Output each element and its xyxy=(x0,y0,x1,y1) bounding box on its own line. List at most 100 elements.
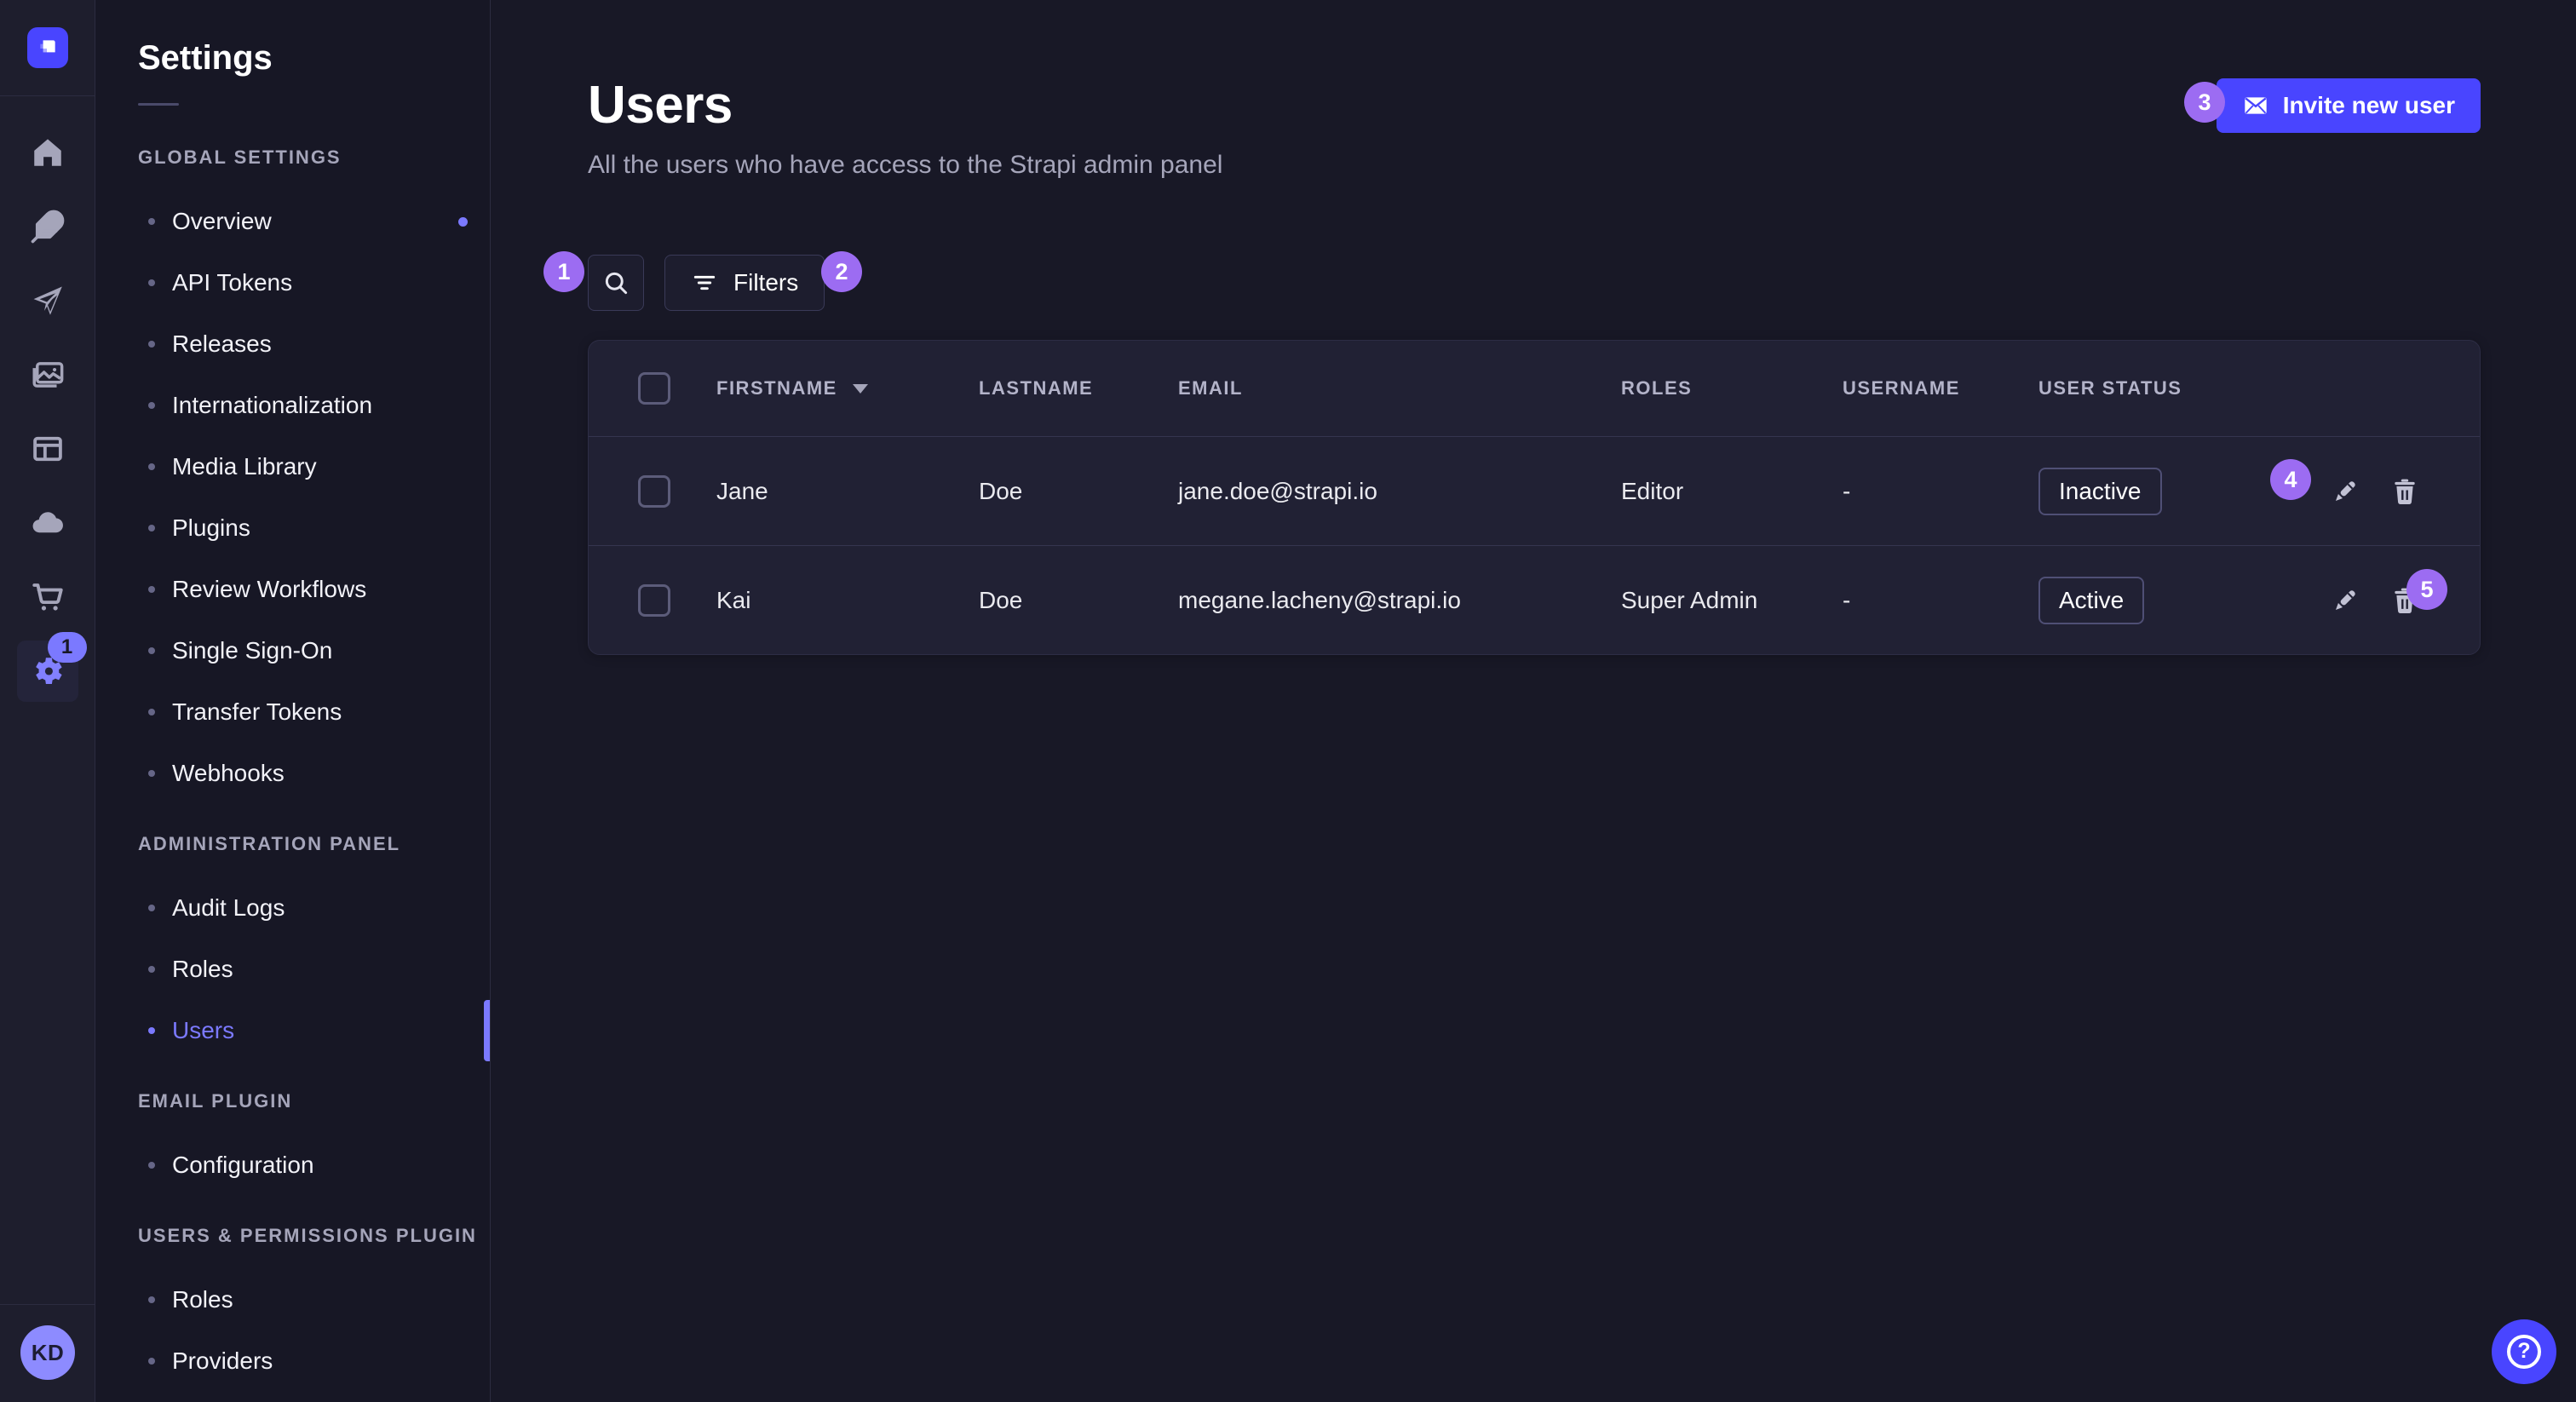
cell-email: megane.lacheny@strapi.io xyxy=(1178,586,1461,613)
search-button[interactable] xyxy=(588,255,644,311)
cell-roles: Editor xyxy=(1621,477,1684,504)
subnav-item-label: Providers xyxy=(172,1347,273,1374)
subnav-item-audit-logs[interactable]: Audit Logs xyxy=(95,877,490,939)
rail-bottom-divider xyxy=(0,1304,95,1305)
column-header-label: USERNAME xyxy=(1843,377,1960,399)
select-all-checkbox[interactable] xyxy=(638,372,670,405)
subnav-item-media-library[interactable]: Media Library xyxy=(95,436,490,497)
subnav-item-label: Roles xyxy=(172,1286,233,1313)
column-header-username[interactable]: USERNAME xyxy=(1843,377,2038,399)
subnav-item-label: Transfer Tokens xyxy=(172,698,342,725)
subnav-item-single-sign-on[interactable]: Single Sign-On xyxy=(95,620,490,681)
edit-user-button[interactable] xyxy=(2330,585,2360,616)
annotation-badge-4: 4 xyxy=(2270,459,2311,500)
status-badge: Inactive xyxy=(2038,467,2162,515)
annotation-badge-1: 1 xyxy=(543,251,584,292)
cell-email: jane.doe@strapi.io xyxy=(1178,477,1377,504)
subnav-item-label: Media Library xyxy=(172,453,317,480)
column-header-label: EMAIL xyxy=(1178,377,1243,399)
rail-item-settings[interactable]: 1 xyxy=(16,631,87,708)
subnav-title-divider xyxy=(138,103,179,106)
subnav-item-admin-roles[interactable]: Roles xyxy=(95,939,490,1000)
bullet-icon xyxy=(148,1027,155,1034)
strapi-logo[interactable] xyxy=(26,27,68,68)
subnav-item-users[interactable]: Users xyxy=(95,1000,490,1061)
subnav-item-review-workflows[interactable]: Review Workflows xyxy=(95,559,490,620)
bullet-icon xyxy=(148,279,155,286)
column-header-lastname[interactable]: LASTNAME xyxy=(979,377,1178,399)
subnav-item-providers[interactable]: Providers xyxy=(95,1330,490,1392)
bullet-icon xyxy=(148,218,155,225)
rail-item-home[interactable] xyxy=(17,115,78,189)
main-content: Users Invite new user All the users who … xyxy=(491,0,2576,1402)
section-label-administration-panel: ADMINISTRATION PANEL xyxy=(138,833,401,854)
pencil-icon xyxy=(2330,585,2360,616)
rail-item-content-type-builder[interactable] xyxy=(17,189,78,263)
column-header-user-status[interactable]: USER STATUS xyxy=(2038,377,2251,399)
bullet-icon xyxy=(148,463,155,470)
rail-divider xyxy=(0,95,95,96)
bullet-icon xyxy=(148,402,155,409)
images-icon xyxy=(30,357,66,393)
subnav-item-label: Configuration xyxy=(172,1152,314,1178)
subnav-item-label: Users xyxy=(172,1017,235,1043)
row-checkbox[interactable] xyxy=(638,474,670,508)
help-button[interactable]: ? xyxy=(2492,1319,2556,1384)
subnav-item-api-tokens[interactable]: API Tokens xyxy=(95,252,490,313)
subnav-item-webhooks[interactable]: Webhooks xyxy=(95,743,490,804)
active-item-indicator xyxy=(484,1000,490,1061)
column-header-firstname[interactable]: FIRSTNAME xyxy=(716,377,979,399)
bullet-icon xyxy=(148,966,155,973)
delete-user-button[interactable] xyxy=(2389,476,2420,507)
status-badge: Active xyxy=(2038,576,2145,624)
bullet-icon xyxy=(148,525,155,531)
annotation-badge-3: 3 xyxy=(2184,82,2225,123)
rail-item-content-manager[interactable] xyxy=(17,411,78,486)
subnav-title: Settings xyxy=(138,39,273,77)
subnav-item-label: Review Workflows xyxy=(172,576,367,602)
row-checkbox[interactable] xyxy=(638,583,670,617)
table-row: Kai Doe megane.lacheny@strapi.io Super A… xyxy=(589,545,2480,654)
rail-item-media-library[interactable] xyxy=(17,337,78,411)
column-header-label: ROLES xyxy=(1621,377,1693,399)
bullet-icon xyxy=(148,341,155,348)
bullet-icon xyxy=(148,1358,155,1365)
rail-item-deployments[interactable] xyxy=(17,486,78,560)
settings-subnav: Settings GLOBAL SETTINGS Overview API To… xyxy=(95,0,491,1402)
subnav-item-releases[interactable]: Releases xyxy=(95,313,490,375)
subnav-item-email-configuration[interactable]: Configuration xyxy=(95,1135,490,1196)
subnav-item-internationalization[interactable]: Internationalization xyxy=(95,375,490,436)
bullet-icon xyxy=(148,1162,155,1169)
feather-icon xyxy=(30,209,66,244)
column-header-email[interactable]: EMAIL xyxy=(1178,377,1621,399)
subnav-item-overview[interactable]: Overview xyxy=(95,191,490,252)
cloud-icon xyxy=(30,505,66,541)
subnav-item-label: Audit Logs xyxy=(172,894,285,921)
toolbar: Filters xyxy=(588,255,2481,311)
subnav-item-up-roles[interactable]: Roles xyxy=(95,1269,490,1330)
section-label-users-permissions-plugin: USERS & PERMISSIONS PLUGIN xyxy=(138,1225,477,1246)
strapi-logo-icon xyxy=(37,37,59,59)
cell-firstname: Kai xyxy=(716,586,751,613)
subnav-item-transfer-tokens[interactable]: Transfer Tokens xyxy=(95,681,490,743)
filters-button[interactable]: Filters xyxy=(664,255,825,311)
sort-caret-down-icon xyxy=(852,383,868,394)
edit-user-button[interactable] xyxy=(2330,476,2360,507)
bullet-icon xyxy=(148,647,155,654)
table-header-row: FIRSTNAME LASTNAME EMAIL ROLES USERNAME … xyxy=(589,341,2480,436)
section-label-email-plugin: EMAIL PLUGIN xyxy=(138,1090,293,1112)
subnav-item-label: Plugins xyxy=(172,514,250,541)
annotation-badge-5: 5 xyxy=(2406,569,2447,610)
column-header-roles[interactable]: ROLES xyxy=(1621,377,1843,399)
rail-item-marketplace[interactable] xyxy=(17,560,78,634)
user-avatar[interactable]: KD xyxy=(20,1325,75,1380)
invite-new-user-button[interactable]: Invite new user xyxy=(2216,78,2481,133)
subnav-item-label: Overview xyxy=(172,208,272,234)
subnav-item-plugins[interactable]: Plugins xyxy=(95,497,490,559)
invite-button-label: Invite new user xyxy=(2282,91,2455,118)
pencil-icon xyxy=(2330,476,2360,507)
rail-item-releases[interactable] xyxy=(17,263,78,337)
column-header-label: USER STATUS xyxy=(2038,377,2182,399)
question-mark-icon: ? xyxy=(2507,1335,2541,1369)
